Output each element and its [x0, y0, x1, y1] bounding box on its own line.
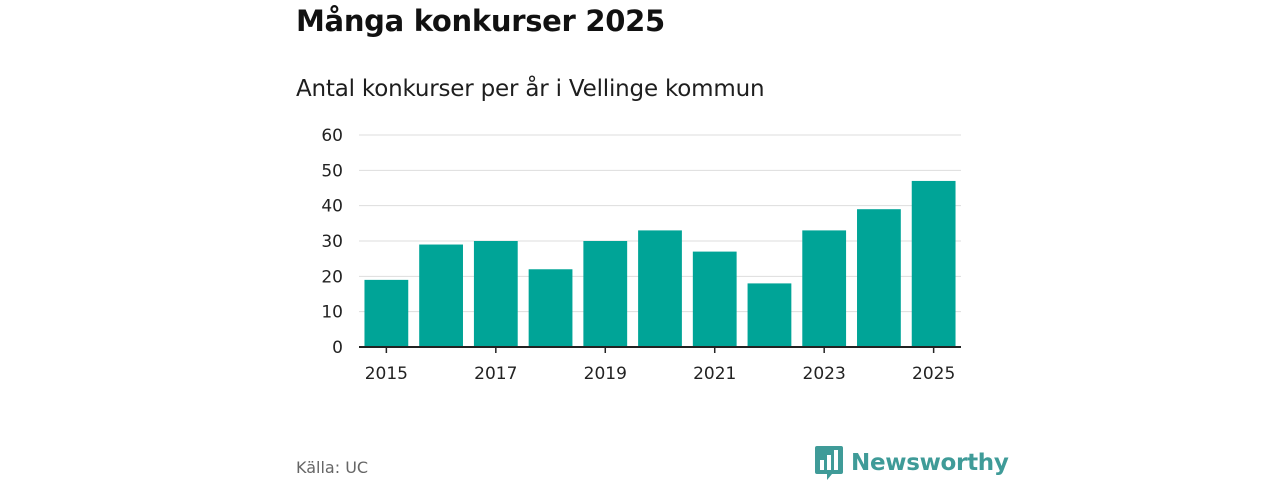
x-tick-label: 2023: [803, 364, 846, 384]
bar: [419, 244, 463, 347]
bar: [638, 230, 682, 347]
y-tick-label: 0: [332, 338, 343, 358]
bar: [857, 209, 901, 347]
brand-name: Newsworthy: [851, 450, 1009, 476]
y-tick-label: 40: [321, 197, 343, 217]
newsworthy-logo-icon: [815, 446, 843, 480]
y-tick-label: 20: [321, 267, 343, 287]
y-tick-label: 50: [321, 161, 343, 181]
bar: [364, 279, 409, 347]
tick-labels: 0 10 20 30 40 50 60 2015 2017 2019 2021 2023 2025: [321, 126, 955, 384]
brand-logo: Newsworthy: [815, 446, 1009, 480]
bar: [911, 180, 956, 347]
bar: [747, 283, 792, 347]
bar: [528, 269, 573, 347]
y-tick-label: 30: [321, 232, 343, 252]
bar: [802, 230, 847, 347]
x-tick-label: 2025: [912, 364, 955, 384]
bars: [364, 180, 956, 347]
chart-title: Många konkurser 2025: [296, 4, 665, 38]
x-tick-label: 2017: [474, 364, 517, 384]
chart-subtitle: Antal konkurser per år i Vellinge kommun: [296, 76, 765, 102]
x-tick-label: 2015: [365, 364, 408, 384]
x-tick-label: 2021: [693, 364, 736, 384]
y-tick-label: 10: [321, 303, 343, 323]
x-tick-label: 2019: [584, 364, 627, 384]
axes: [359, 346, 961, 353]
bar-chart: 0 10 20 30 40 50 60 2015 2017 2019 2021 2023 2025: [321, 126, 961, 384]
bar: [583, 241, 628, 347]
bar: [692, 251, 737, 347]
source-note: Källa: UC: [296, 458, 369, 477]
bar: [473, 241, 518, 347]
y-tick-label: 60: [321, 126, 343, 146]
